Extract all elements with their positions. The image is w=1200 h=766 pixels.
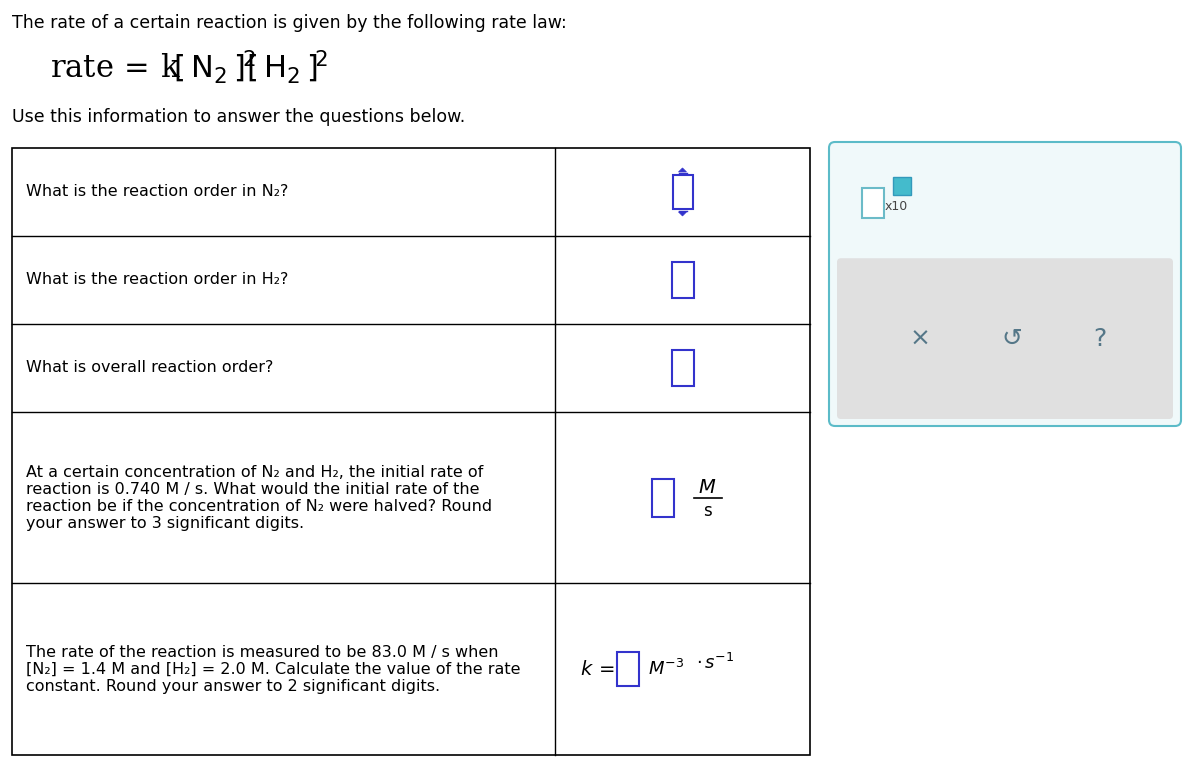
- Bar: [672, 350, 694, 386]
- Text: ?: ?: [1093, 326, 1106, 351]
- Text: [N₂] = 1.4 M and [H₂] = 2.0 M. Calculate the value of the rate: [N₂] = 1.4 M and [H₂] = 2.0 M. Calculate…: [26, 662, 521, 676]
- Text: $M$: $M$: [698, 478, 716, 497]
- Text: What is the reaction order in H₂?: What is the reaction order in H₂?: [26, 273, 288, 287]
- Text: The rate of a certain reaction is given by the following rate law:: The rate of a certain reaction is given …: [12, 14, 566, 32]
- Text: reaction is 0.740 M / s. What would the initial rate of the: reaction is 0.740 M / s. What would the …: [26, 482, 480, 496]
- Text: $M^{-3}$: $M^{-3}$: [648, 659, 684, 679]
- Text: rate$\,=\,$k$\!\left[\,\mathrm{N_2}\,\right]^{\!2}\!\!\left[\,\mathrm{H_2}\,\rig: rate$\,=\,$k$\!\left[\,\mathrm{N_2}\,\ri…: [50, 48, 329, 86]
- Text: ×: ×: [910, 326, 930, 351]
- Bar: [672, 262, 694, 298]
- Text: constant. Round your answer to 2 significant digits.: constant. Round your answer to 2 signifi…: [26, 679, 440, 694]
- Text: s: s: [703, 502, 712, 519]
- Text: The rate of the reaction is measured to be 83.0 M / s when: The rate of the reaction is measured to …: [26, 645, 498, 660]
- Text: Use this information to answer the questions below.: Use this information to answer the quest…: [12, 108, 466, 126]
- Text: What is the reaction order in N₂?: What is the reaction order in N₂?: [26, 185, 288, 199]
- Text: reaction be if the concentration of N₂ were halved? Round: reaction be if the concentration of N₂ w…: [26, 499, 492, 513]
- Bar: [672, 175, 692, 209]
- Bar: [617, 652, 640, 686]
- Text: What is overall reaction order?: What is overall reaction order?: [26, 360, 274, 375]
- FancyBboxPatch shape: [829, 142, 1181, 426]
- Bar: [652, 479, 673, 516]
- Text: your answer to 3 significant digits.: your answer to 3 significant digits.: [26, 516, 304, 531]
- Bar: [893, 177, 911, 195]
- Text: $\cdot\,s^{-1}$: $\cdot\,s^{-1}$: [696, 653, 734, 673]
- Text: x10: x10: [886, 199, 908, 212]
- Polygon shape: [678, 212, 686, 216]
- Bar: [862, 188, 884, 218]
- Text: At a certain concentration of N₂ and H₂, the initial rate of: At a certain concentration of N₂ and H₂,…: [26, 464, 484, 480]
- Polygon shape: [678, 168, 686, 172]
- Text: ↺: ↺: [1001, 326, 1022, 351]
- Text: $k\,=\,$: $k\,=\,$: [580, 660, 614, 679]
- Bar: [12, 148, 810, 755]
- FancyBboxPatch shape: [838, 258, 1174, 419]
